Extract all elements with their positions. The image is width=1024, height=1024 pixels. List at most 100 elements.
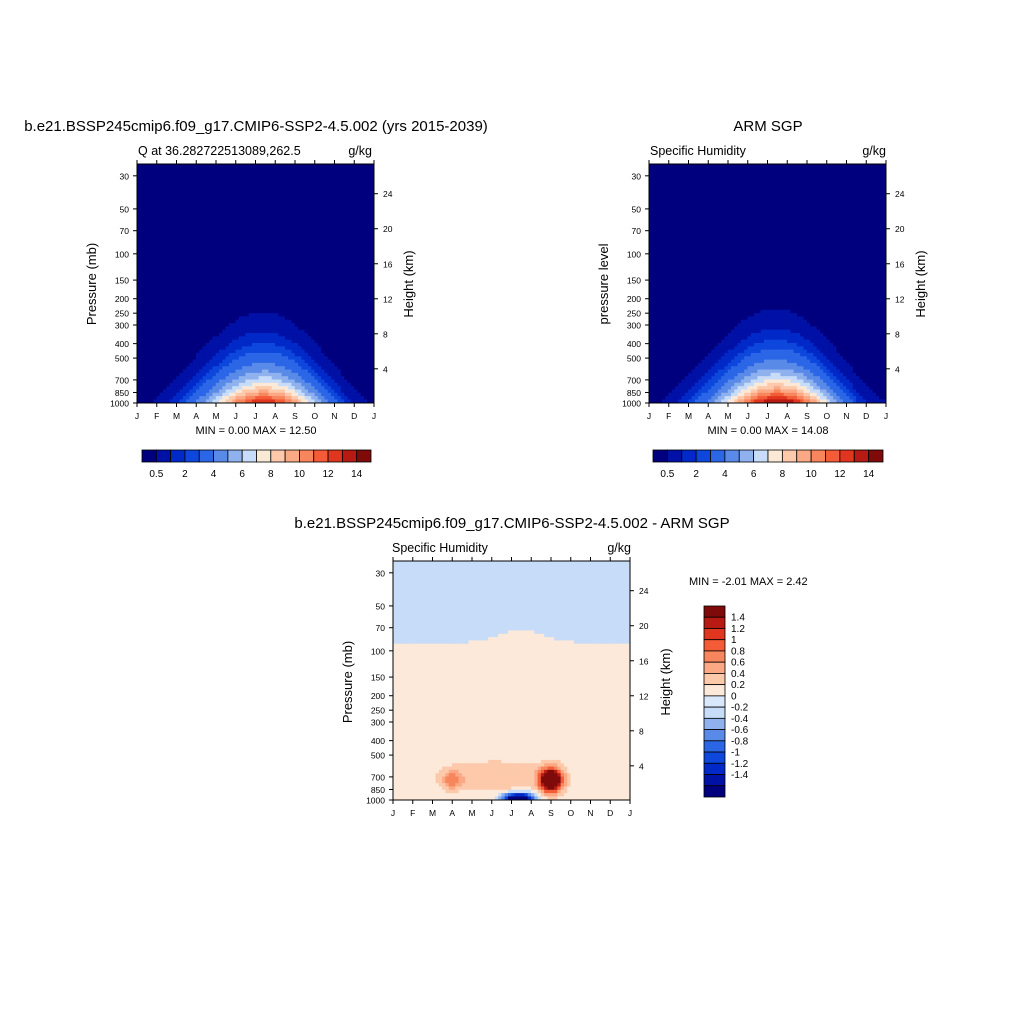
contour-cell xyxy=(255,389,260,394)
contour-cell xyxy=(179,286,184,291)
contour-cell xyxy=(330,177,335,181)
contour-cell xyxy=(235,250,240,254)
contour-cell xyxy=(268,190,273,195)
contour-cell xyxy=(232,167,237,171)
contour-cell xyxy=(367,333,372,337)
contour-cell xyxy=(321,352,325,357)
contour-cell xyxy=(317,283,322,288)
contour-cell xyxy=(199,346,204,351)
contour-cell xyxy=(291,336,296,341)
contour-cell xyxy=(179,382,184,387)
contour-cell xyxy=(370,250,374,254)
contour-cell xyxy=(284,336,289,341)
contour-cell xyxy=(301,164,306,168)
contour-cell xyxy=(159,243,164,248)
contour-cell xyxy=(268,339,273,344)
contour-cell xyxy=(321,203,325,208)
contour-cell xyxy=(179,366,184,371)
contour-cell xyxy=(159,226,164,231)
contour-cell xyxy=(301,313,306,318)
contour-cell xyxy=(291,230,296,235)
contour-cell xyxy=(228,316,233,321)
contour-cell xyxy=(251,210,256,215)
contour-cell xyxy=(337,180,342,185)
contour-cell xyxy=(304,243,309,248)
contour-cell xyxy=(205,392,210,397)
contour-cell xyxy=(143,243,148,248)
contour-cell xyxy=(321,223,325,228)
contour-cell xyxy=(311,306,316,311)
contour-cell xyxy=(146,177,151,181)
contour-cell xyxy=(248,240,253,245)
contour-cell xyxy=(182,230,187,235)
contour-cell xyxy=(298,253,302,258)
contour-cell xyxy=(344,323,349,327)
contour-cell xyxy=(271,203,276,208)
contour-cell xyxy=(215,223,220,228)
contour-cell xyxy=(284,266,289,271)
contour-cell xyxy=(291,293,296,298)
contour-cell xyxy=(222,343,227,347)
contour-cell xyxy=(242,167,246,171)
contour-cell xyxy=(354,293,358,298)
contour-cell xyxy=(166,193,171,198)
contour-cell xyxy=(291,283,296,288)
contour-cell xyxy=(189,226,194,231)
contour-cell xyxy=(363,359,368,364)
contour-cell xyxy=(354,236,358,241)
contour-cell xyxy=(172,230,177,235)
contour-cell xyxy=(265,376,270,381)
contour-cell xyxy=(242,343,246,347)
contour-cell xyxy=(271,170,276,175)
contour-cell xyxy=(176,253,181,258)
contour-cell xyxy=(196,170,200,175)
contour-cell xyxy=(307,326,312,331)
contour-cell xyxy=(209,183,214,188)
contour-cell xyxy=(192,250,197,254)
contour-cell xyxy=(225,316,230,321)
contour-cell xyxy=(225,382,230,387)
contour-cell xyxy=(179,230,184,235)
contour-cell xyxy=(321,366,325,371)
contour-cell xyxy=(337,230,342,235)
contour-cell xyxy=(271,240,276,245)
contour-cell xyxy=(196,173,200,178)
contour-cell xyxy=(238,306,243,311)
contour-cell xyxy=(281,200,286,205)
contour-cell xyxy=(334,186,339,191)
contour-cell xyxy=(248,359,253,364)
contour-cell xyxy=(255,386,260,391)
contour-cell xyxy=(350,210,355,215)
contour-cell xyxy=(347,346,352,351)
contour-cell xyxy=(271,220,276,225)
contour-cell xyxy=(278,206,283,211)
contour-cell xyxy=(176,386,181,391)
contour-cell xyxy=(245,362,250,367)
contour-cell xyxy=(265,263,270,268)
contour-cell xyxy=(212,210,217,215)
contour-cell xyxy=(268,236,273,241)
contour-cell xyxy=(354,352,358,357)
contour-cell xyxy=(367,196,372,201)
contour-cell xyxy=(153,243,158,248)
contour-cell xyxy=(153,246,158,251)
contour-cell xyxy=(350,263,355,268)
contour-cell xyxy=(354,359,358,364)
contour-cell xyxy=(169,296,174,301)
contour-cell xyxy=(179,293,184,298)
contour-cell xyxy=(284,362,289,367)
contour-cell xyxy=(327,186,332,191)
contour-cell xyxy=(370,303,374,308)
contour-cell xyxy=(222,286,227,291)
contour-cell xyxy=(265,230,270,235)
contour-cell xyxy=(199,206,204,211)
contour-cell xyxy=(307,253,312,258)
contour-cell xyxy=(186,240,191,245)
contour-cell xyxy=(337,389,342,394)
contour-cell xyxy=(215,366,220,371)
contour-cell xyxy=(238,164,243,168)
contour-cell xyxy=(261,299,266,304)
contour-cell xyxy=(202,170,207,175)
contour-cell xyxy=(232,283,237,288)
contour-cell xyxy=(182,216,187,221)
